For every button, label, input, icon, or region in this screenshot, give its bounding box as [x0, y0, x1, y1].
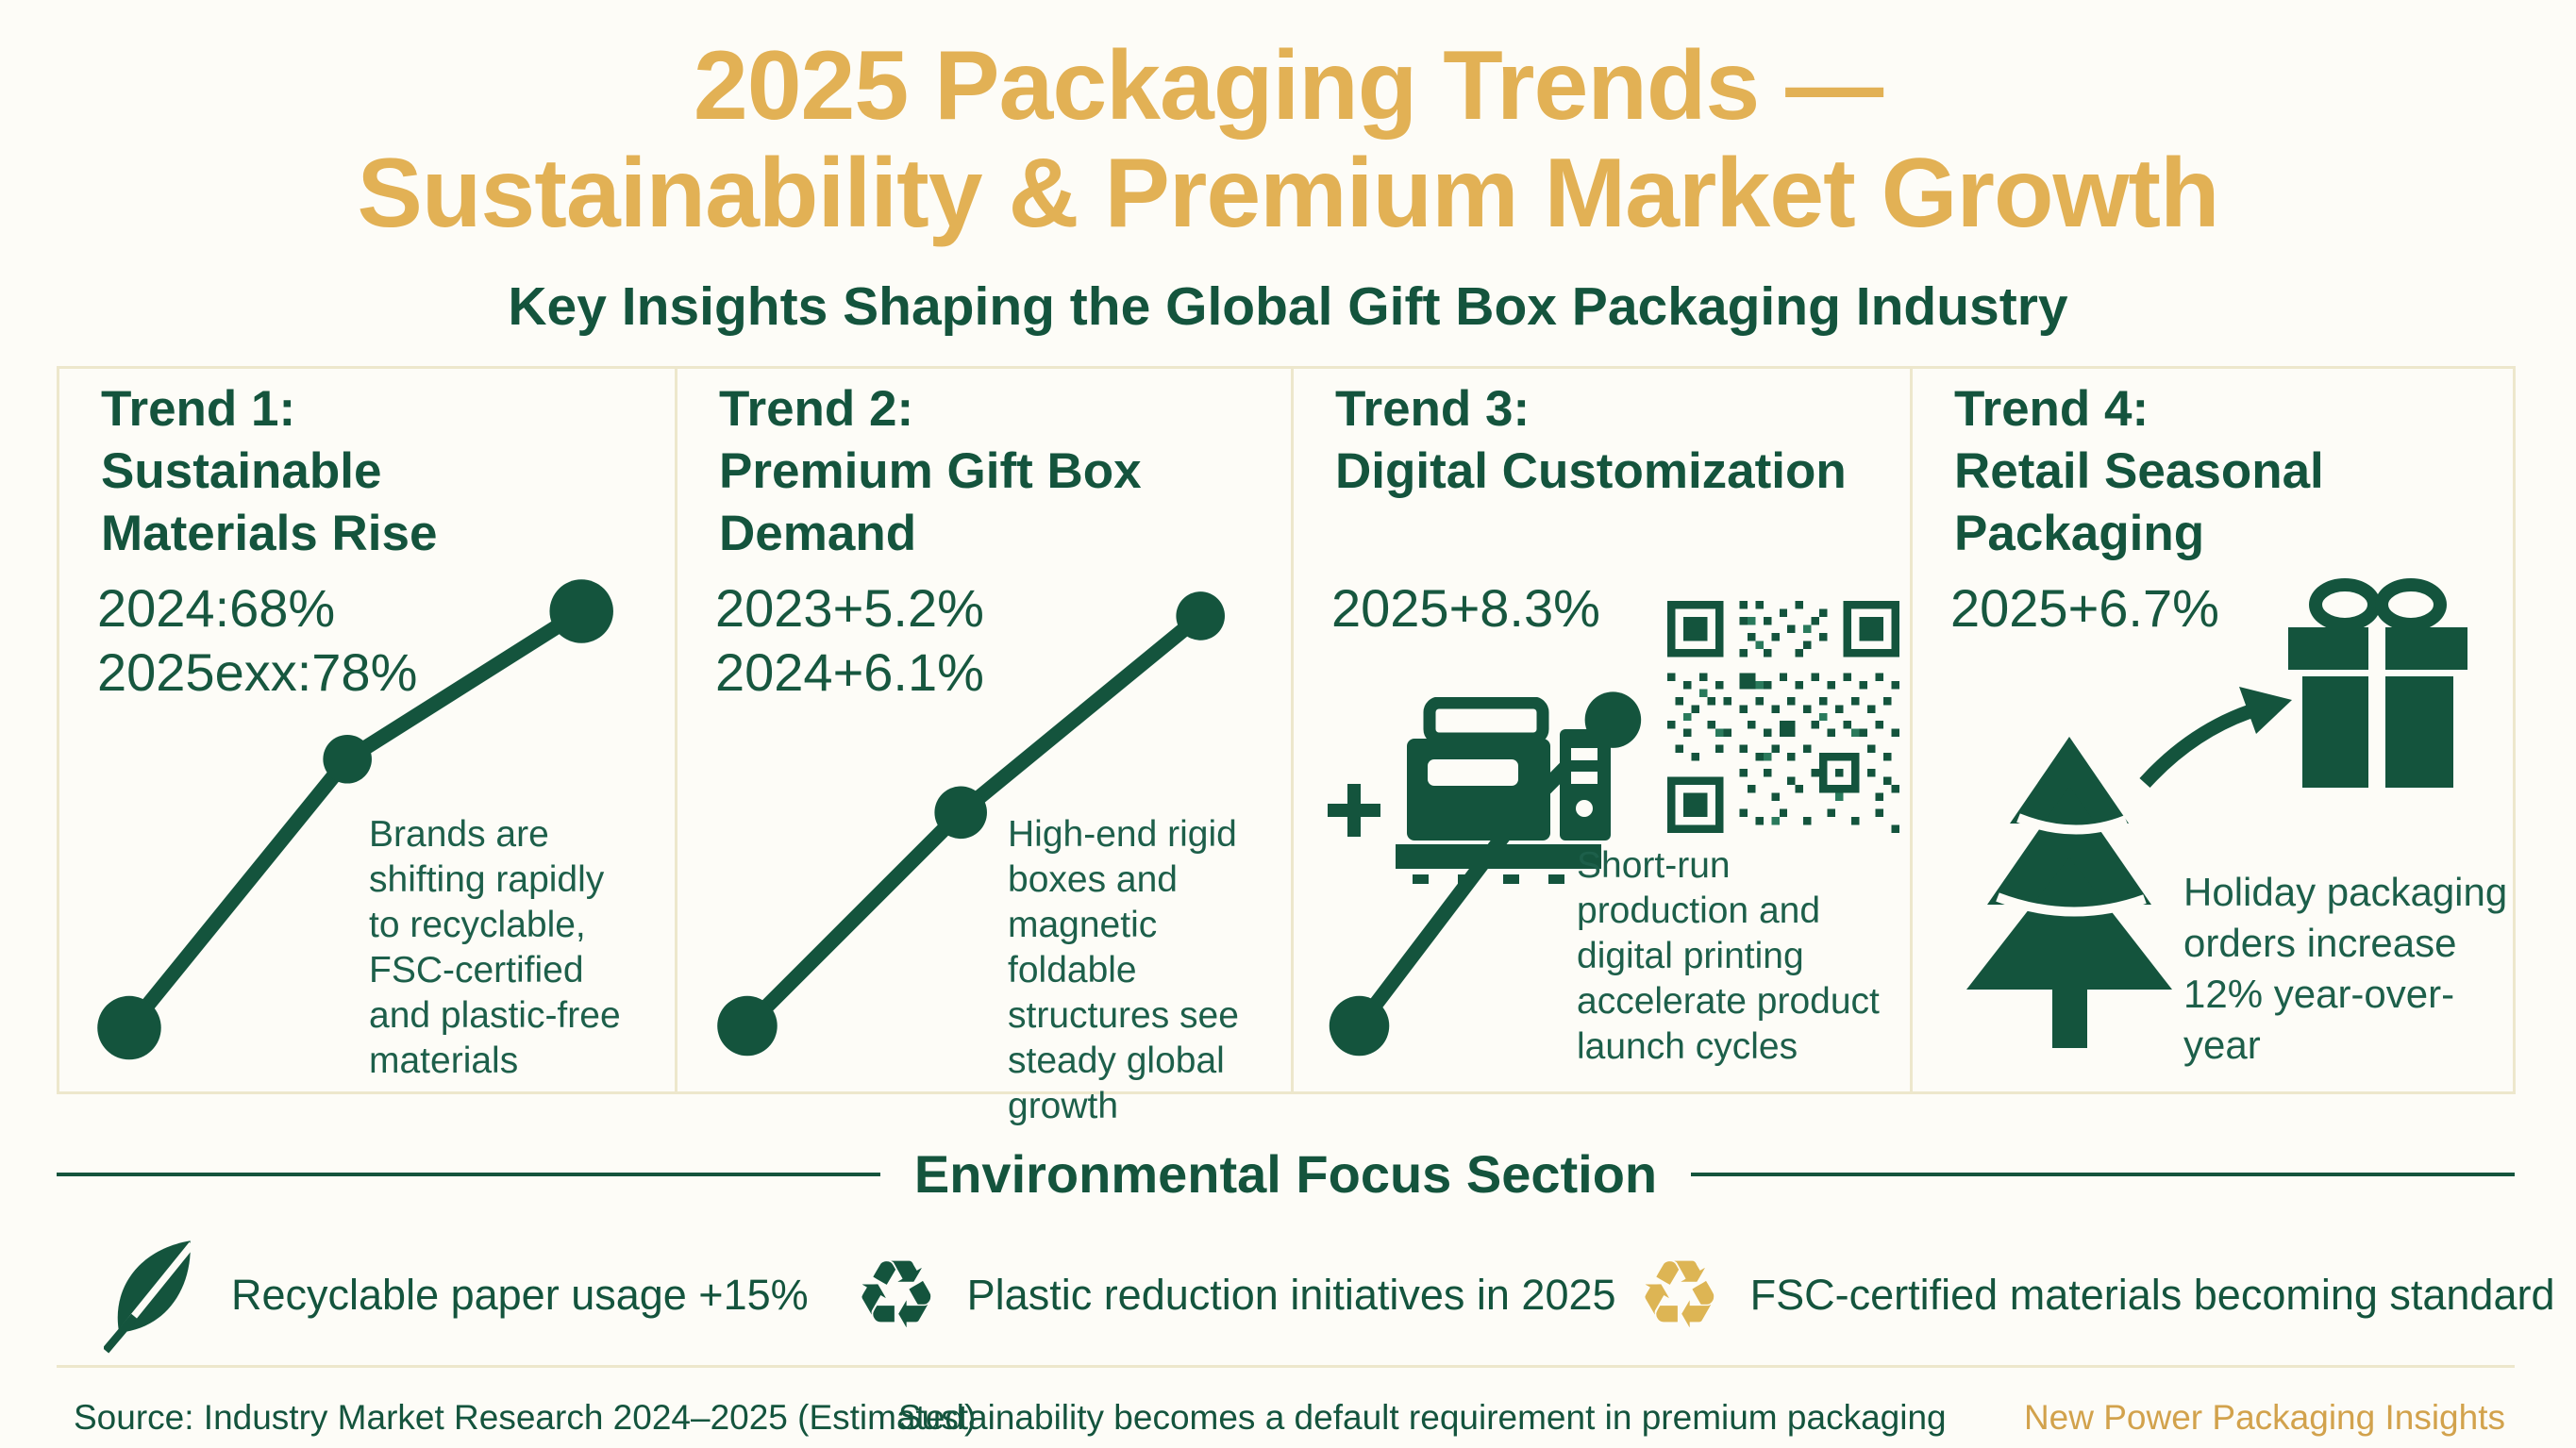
trend-4-title: Trend 4: Retail Seasonal Packaging [1954, 381, 2324, 561]
trend-1-line-chart [97, 579, 613, 1060]
trend-2-description: High-end rigid boxes and magnetic foldab… [1008, 814, 1239, 1126]
env-item-plastic-reduction: ♻ Plastic reduction initiatives in 2025 [854, 1234, 1616, 1356]
page-subtitle: Key Insights Shaping the Global Gift Box… [508, 276, 2068, 337]
recycle-icon: ♻ [854, 1242, 939, 1348]
env-item-recyclable-paper: Recyclable paper usage +15% [104, 1234, 809, 1356]
qr-code [1667, 601, 1899, 833]
trend-2-title: Trend 2: Premium Gift Box Demand [719, 381, 1142, 561]
page-title-line1: 2025 Packaging Trends — [693, 31, 1883, 141]
trend-4-description: Holiday packaging orders increase 12% ye… [2183, 870, 2508, 1067]
trend-2-stats: 2023+5.2% 2024+6.1% [715, 578, 984, 702]
trend-1-stats: 2024:68% 2025exx:78% [97, 578, 418, 702]
trend-3-description: Short-run production and digital printin… [1577, 845, 1880, 1067]
source-text: Source: Industry Market Research 2024–20… [74, 1398, 977, 1437]
plus-icon [1328, 784, 1380, 837]
arrow-up-icon [2139, 687, 2292, 789]
gift-box-icon [2288, 578, 2467, 788]
environment-items: Recyclable paper usage +15% ♻ Plastic re… [0, 1234, 2576, 1356]
heading-rule-left [57, 1172, 880, 1176]
trend-2-line-chart [717, 591, 1226, 1057]
env-item-label: FSC-certified materials becoming standar… [1749, 1271, 2555, 1319]
trends-section: Trend 1: Sustainable Materials Rise 2024… [57, 366, 2516, 1126]
trend-1-description: Brands are shifting rapidly to recyclabl… [369, 814, 621, 1081]
trend-3-panel: Trend 3: Digital Customization 2025+8.3% [1291, 369, 1910, 1091]
trend-4-stats: 2025+6.7% [1950, 578, 2219, 638]
christmas-tree-icon [1966, 737, 2172, 1048]
environment-heading-text: Environmental Focus Section [913, 1144, 1658, 1204]
leaf-icon [104, 1240, 195, 1353]
page-title-line2: Sustainability & Premium Market Growth [357, 139, 2219, 248]
brand-text: New Power Packaging Insights [2023, 1398, 2505, 1437]
footer-divider [57, 1365, 2515, 1368]
recycle-gold-icon: ♻ [1637, 1242, 1722, 1348]
environment-heading: Environmental Focus Section [57, 1143, 2516, 1205]
page-title: 2025 Packaging Trends — Sustainability &… [0, 32, 2576, 247]
trend-3-stats: 2025+8.3% [1331, 578, 1600, 638]
footer-note-text: Sustainability becomes a default require… [898, 1398, 1947, 1437]
trend-1-title: Trend 1: Sustainable Materials Rise [101, 381, 438, 561]
trend-4-panel: Trend 4: Retail Seasonal Packaging 2025+… [1910, 369, 2513, 1091]
trend-3-title: Trend 3: Digital Customization [1335, 381, 1847, 499]
trend-1-panel: Trend 1: Sustainable Materials Rise 2024… [59, 369, 675, 1091]
printer-icon [1396, 697, 1611, 884]
heading-rule-right [1691, 1172, 2516, 1176]
env-item-label: Recyclable paper usage +15% [231, 1271, 809, 1319]
env-item-fsc-certified: ♻ FSC-certified materials becoming stand… [1637, 1234, 2555, 1356]
trend-2-panel: Trend 2: Premium Gift Box Demand 2023+5.… [675, 369, 1291, 1126]
env-item-label: Plastic reduction initiatives in 2025 [966, 1271, 1616, 1319]
